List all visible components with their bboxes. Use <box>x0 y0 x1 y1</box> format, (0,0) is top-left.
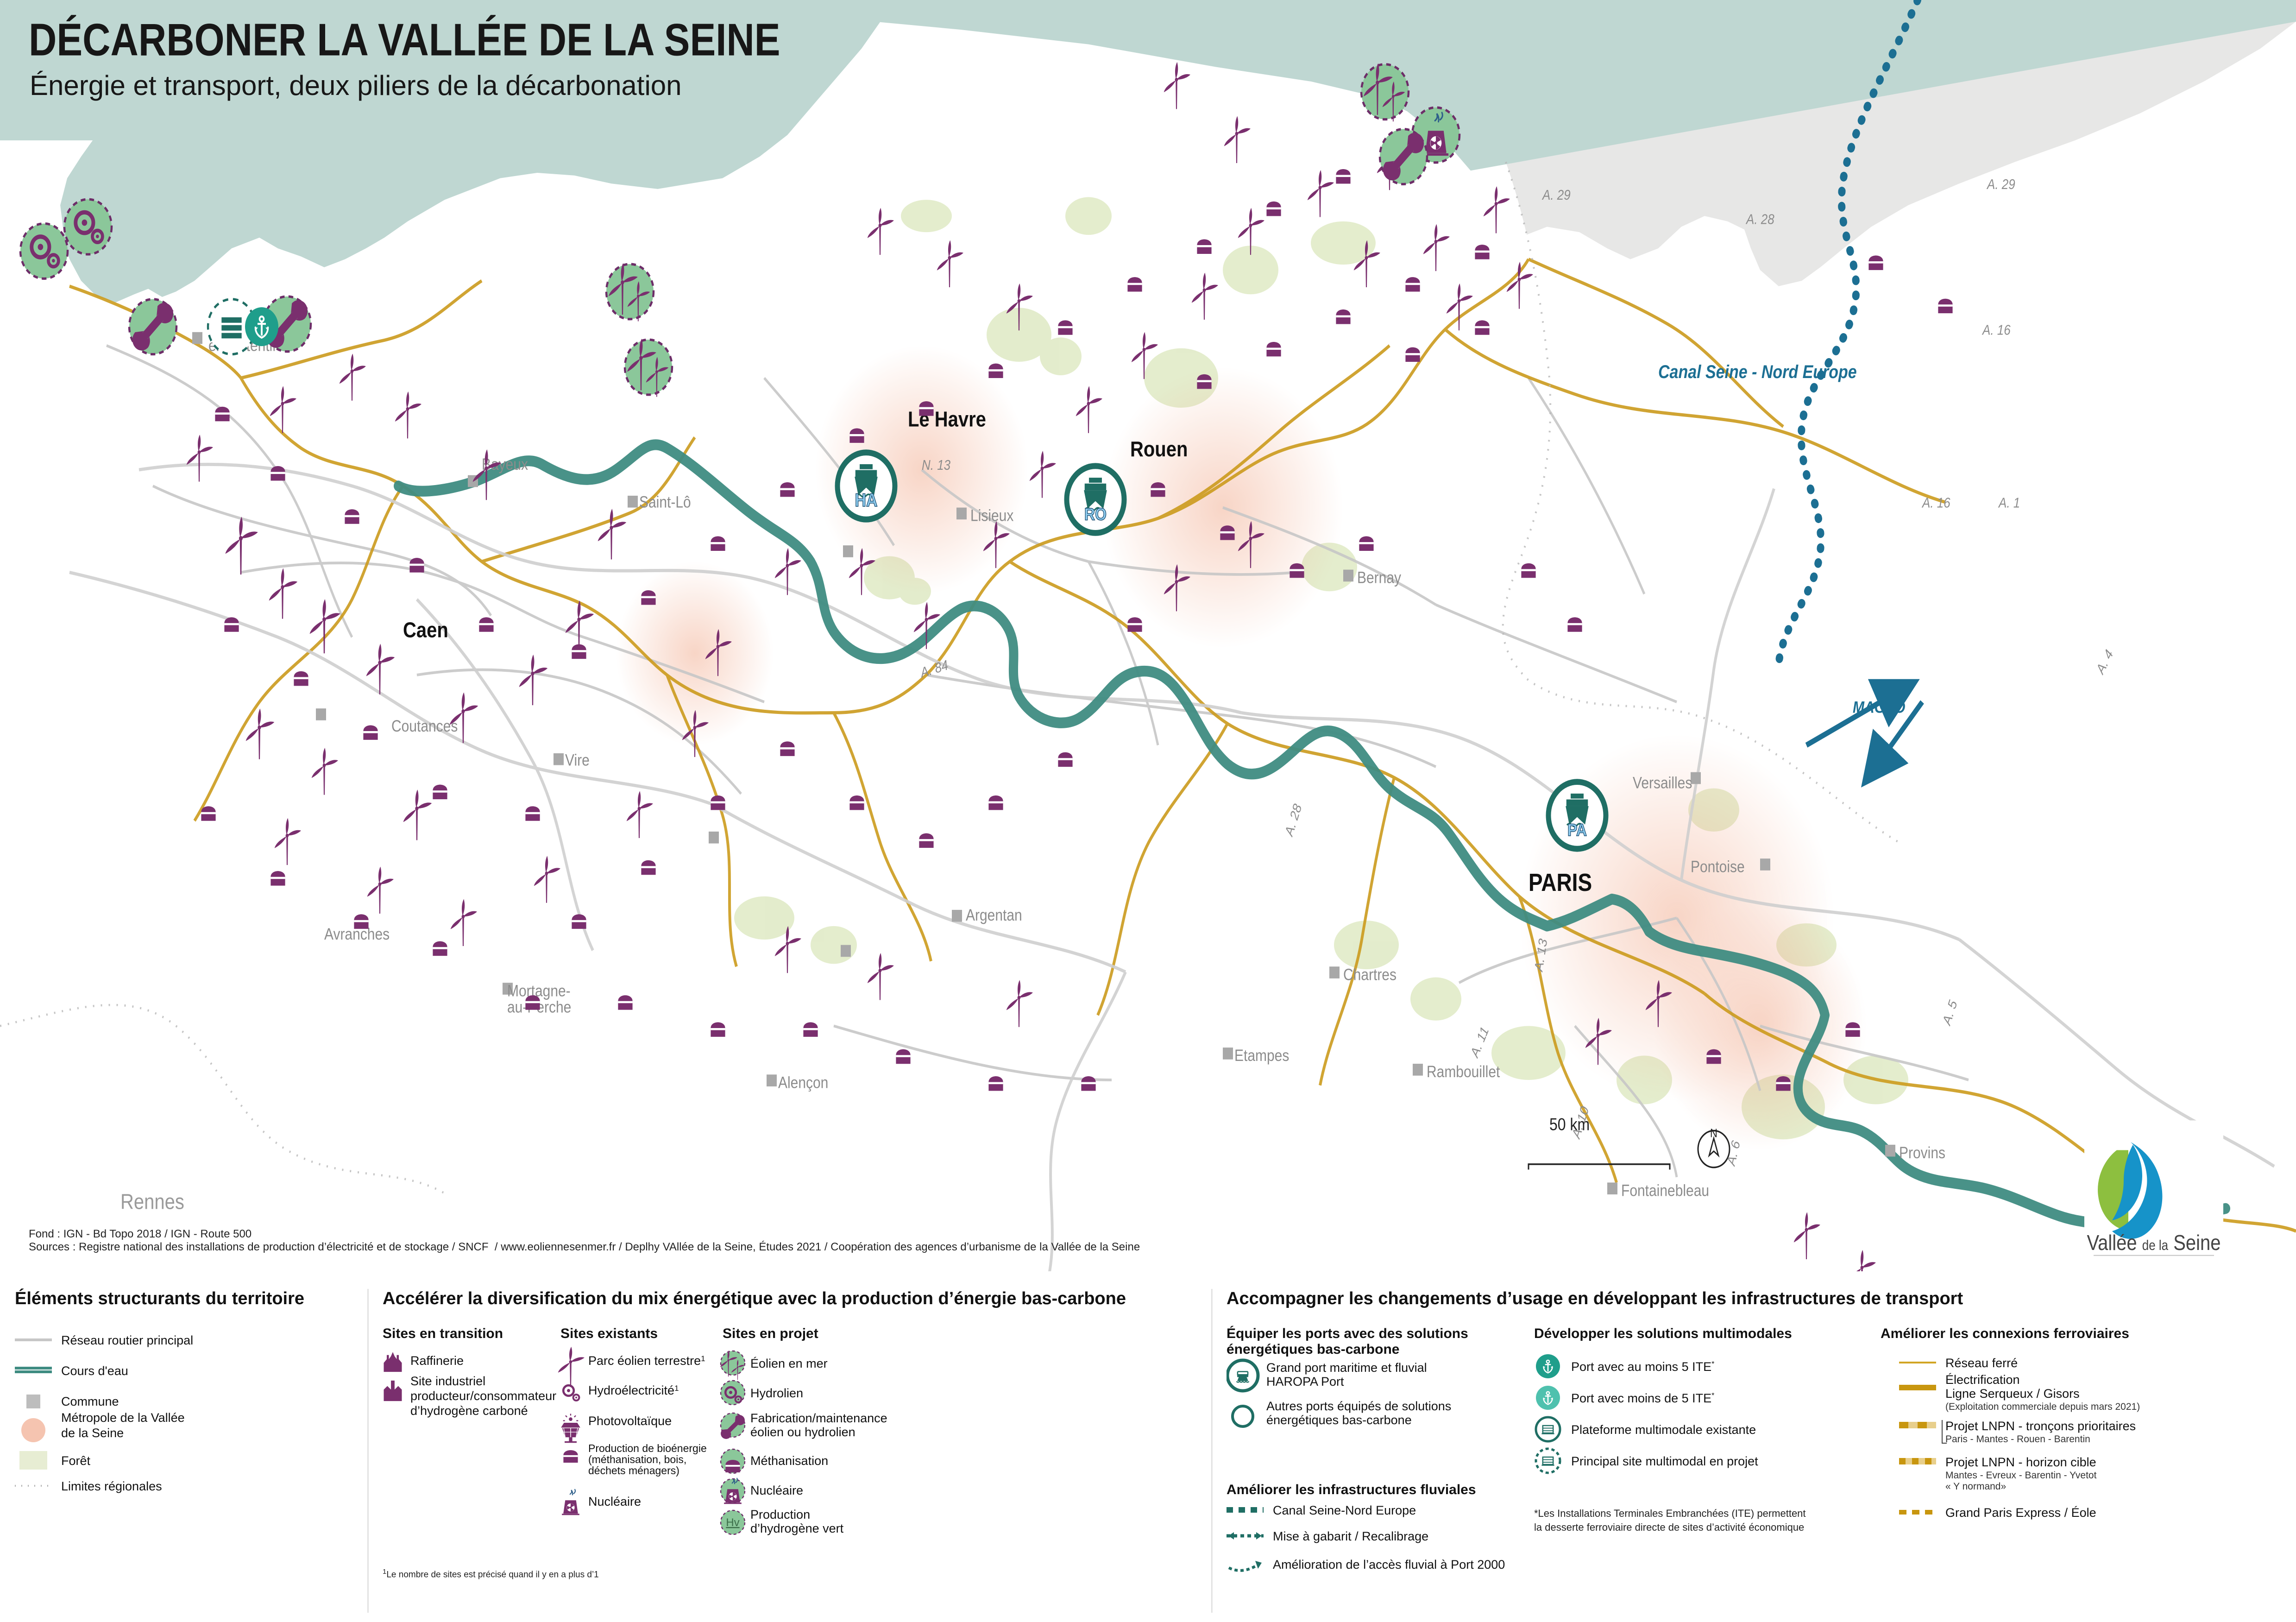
svg-text:PARIS: PARIS <box>1529 869 1592 896</box>
svg-text:Bernay: Bernay <box>1357 569 1402 587</box>
svg-text:Rambouillet: Rambouillet <box>1427 1063 1500 1081</box>
svg-text:Production: Production <box>750 1508 810 1521</box>
svg-text:Photovoltaïque: Photovoltaïque <box>588 1414 672 1428</box>
svg-text:« Y normand»: « Y normand» <box>1945 1481 2006 1492</box>
svg-text:Méthanisation: Méthanisation <box>750 1454 828 1468</box>
svg-text:déchets ménagers): déchets ménagers) <box>588 1464 679 1477</box>
svg-text:Parc éolien terrestre1: Parc éolien terrestre1 <box>588 1354 705 1368</box>
svg-text:Projet LNPN - tronçons priorit: Projet LNPN - tronçons prioritaires <box>1945 1419 2136 1433</box>
svg-text:d’hydrogène carboné: d’hydrogène carboné <box>410 1404 528 1418</box>
svg-text:Vire: Vire <box>565 751 590 770</box>
svg-text:Autres ports équipés de soluti: Autres ports équipés de solutions <box>1266 1399 1451 1413</box>
svg-text:Site industriel: Site industriel <box>410 1374 485 1388</box>
svg-text:Projet LNPN - horizon cible: Projet LNPN - horizon cible <box>1945 1455 2096 1469</box>
svg-text:Raffinerie: Raffinerie <box>410 1354 464 1368</box>
svg-text:Fabrication/maintenance: Fabrication/maintenance <box>750 1411 887 1425</box>
svg-text:(méthanisation, bois,: (méthanisation, bois, <box>588 1453 686 1465</box>
svg-text:Mise à gabarit / Recalibrage: Mise à gabarit / Recalibrage <box>1273 1529 1428 1543</box>
svg-text:Principal site multimodal en p: Principal site multimodal en projet <box>1571 1454 1758 1468</box>
svg-text:RO: RO <box>1084 505 1107 524</box>
svg-text:(Exploitation commerciale depu: (Exploitation commerciale depuis mars 20… <box>1945 1401 2140 1412</box>
svg-text:producteur/consommateur: producteur/consommateur <box>410 1389 556 1403</box>
svg-text:A. 29: A. 29 <box>1986 176 2015 192</box>
svg-text:Coutances: Coutances <box>391 717 458 735</box>
svg-text:A. 16: A. 16 <box>1981 322 2011 338</box>
svg-text:Cours d'eau: Cours d'eau <box>61 1364 128 1378</box>
svg-text:la desserte ferroviaire direct: la desserte ferroviaire directe de sites… <box>1534 1521 1804 1533</box>
svg-text:Production de bioénergie: Production de bioénergie <box>588 1442 707 1454</box>
svg-text:Canal Seine-Nord Europe: Canal Seine-Nord Europe <box>1273 1503 1416 1517</box>
svg-text:N: N <box>1710 1127 1717 1140</box>
svg-text:Fontainebleau: Fontainebleau <box>1621 1181 1709 1199</box>
svg-text:HA: HA <box>855 490 877 511</box>
svg-text:Forêt: Forêt <box>61 1454 91 1468</box>
svg-text:Électrification: Électrification <box>1945 1373 2020 1387</box>
svg-text:Port avec moins de 5 ITE*: Port avec moins de 5 ITE* <box>1571 1391 1714 1405</box>
svg-text:Réseau ferré: Réseau ferré <box>1945 1356 2018 1370</box>
svg-text:de la Seine: de la Seine <box>61 1426 124 1440</box>
svg-text:Saint-Lô: Saint-Lô <box>639 493 691 511</box>
svg-text:d’hydrogène vert: d’hydrogène vert <box>750 1521 844 1535</box>
svg-text:Hv: Hv <box>726 1516 739 1529</box>
svg-text:Paris - Mantes - Rouen - Baren: Paris - Mantes - Rouen - Barentin <box>1945 1434 2090 1445</box>
svg-text:Versailles: Versailles <box>1633 774 1692 792</box>
svg-text:*Les Installations Terminales: *Les Installations Terminales Embranchée… <box>1534 1508 1806 1519</box>
svg-text:Alençon: Alençon <box>778 1073 828 1092</box>
svg-text:Réseau routier principal: Réseau routier principal <box>61 1333 193 1347</box>
svg-text:N. 13: N. 13 <box>922 457 950 473</box>
svg-text:Nucléaire: Nucléaire <box>750 1483 803 1497</box>
svg-text:Limites régionales: Limites régionales <box>61 1479 162 1493</box>
svg-text:énergétiques bas-carbone: énergétiques bas-carbone <box>1266 1413 1412 1427</box>
svg-text:Etampes: Etampes <box>1234 1047 1289 1065</box>
svg-text:éolien ou hydrolien: éolien ou hydrolien <box>750 1425 855 1439</box>
svg-text:Port avec au moins 5 ITE*: Port avec au moins 5 ITE* <box>1571 1360 1714 1374</box>
svg-text:Provins: Provins <box>1899 1144 1945 1162</box>
svg-text:Hydroélectricité1: Hydroélectricité1 <box>588 1383 679 1397</box>
svg-text:Rennes: Rennes <box>120 1190 184 1214</box>
svg-text:Rouen: Rouen <box>1130 437 1188 461</box>
svg-text:A. 16: A. 16 <box>1921 495 1950 511</box>
svg-text:Argentan: Argentan <box>966 906 1022 924</box>
svg-text:PA: PA <box>1567 821 1587 840</box>
svg-text:Commune: Commune <box>61 1395 119 1408</box>
svg-text:Mortagne-: Mortagne- <box>507 982 571 1000</box>
svg-text:HAROPA Port: HAROPA Port <box>1266 1375 1344 1388</box>
svg-text:Hydrolien: Hydrolien <box>750 1386 803 1400</box>
svg-text:Lisieux: Lisieux <box>970 507 1013 525</box>
svg-text:Pontoise: Pontoise <box>1691 858 1745 876</box>
svg-text:A. 28: A. 28 <box>1745 211 1774 227</box>
svg-text:Caen: Caen <box>403 619 448 643</box>
svg-text:Nucléaire: Nucléaire <box>588 1495 641 1508</box>
svg-text:Ligne Serqueux / Gisors: Ligne Serqueux / Gisors <box>1945 1387 2080 1401</box>
svg-text:Mantes - Evreux - Barentin - Y: Mantes - Evreux - Barentin - Yvetot <box>1945 1470 2097 1481</box>
svg-text:Métropole de la Vallée: Métropole de la Vallée <box>61 1411 185 1425</box>
svg-text:Grand port maritime et fluvial: Grand port maritime et fluvial <box>1266 1361 1427 1375</box>
svg-text:A. 29: A. 29 <box>1541 187 1571 202</box>
svg-text:Chartres: Chartres <box>1343 966 1396 984</box>
svg-text:Éolien en mer: Éolien en mer <box>750 1357 828 1370</box>
svg-text:Plateforme multimodale existan: Plateforme multimodale existante <box>1571 1423 1756 1437</box>
svg-text:Bayeux: Bayeux <box>482 455 528 473</box>
svg-text:Amélioration de l’accès fluvia: Amélioration de l’accès fluvial à Port 2… <box>1273 1558 1505 1572</box>
svg-text:A. 1: A. 1 <box>1998 495 2020 511</box>
svg-text:Grand Paris Express / Éole: Grand Paris Express / Éole <box>1945 1506 2096 1520</box>
